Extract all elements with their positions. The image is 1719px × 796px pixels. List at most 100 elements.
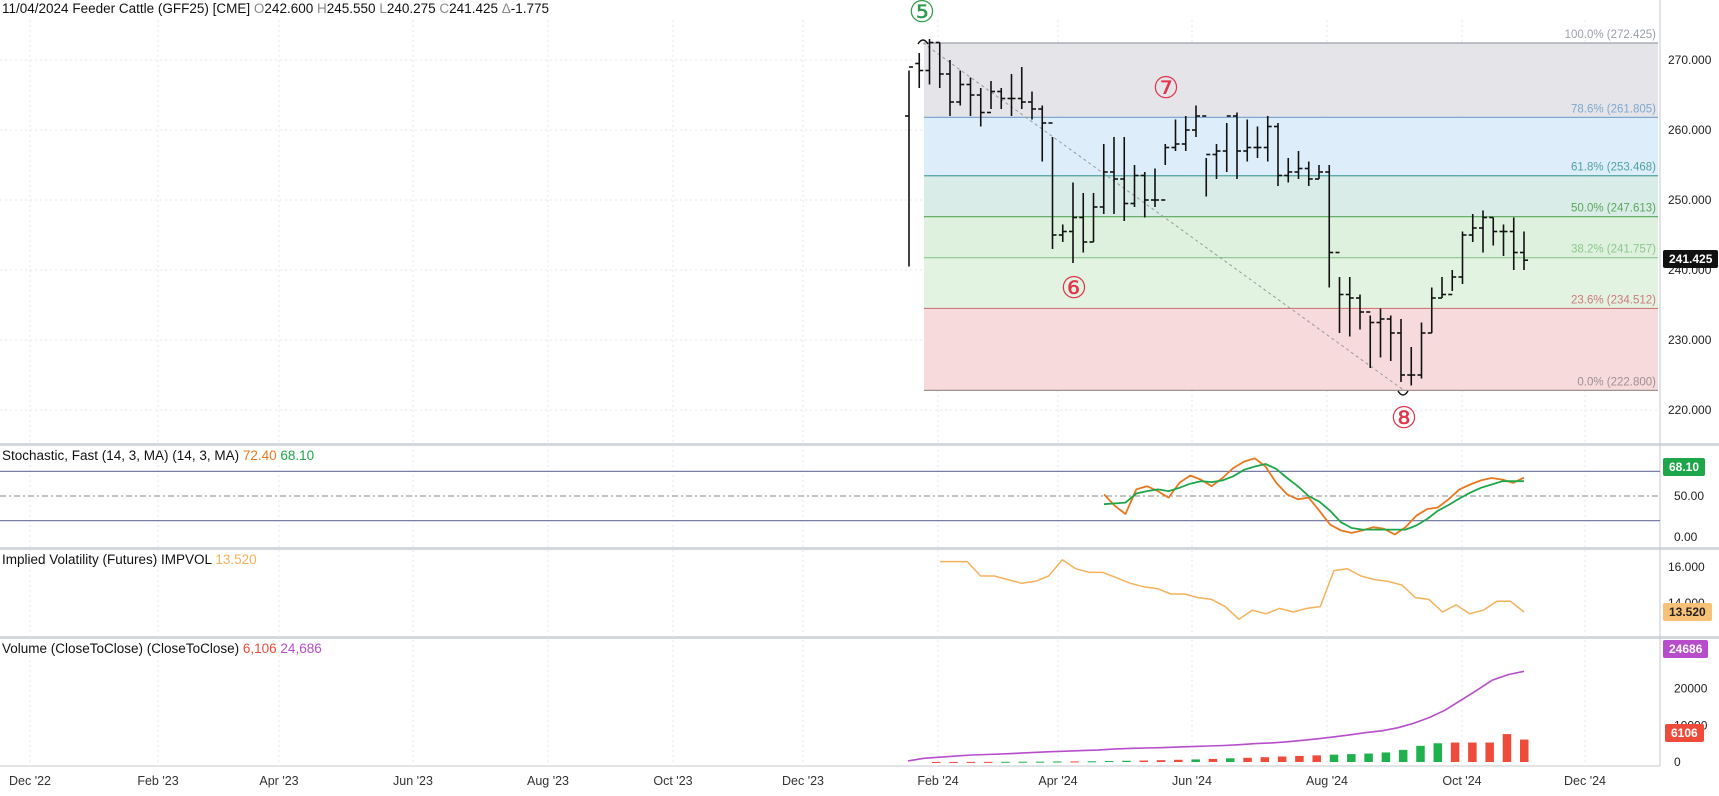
fib-level-label: 50.0% (247.613) [1571,203,1656,215]
x-axis-label: Apr '24 [1038,774,1077,788]
volume-bar [1468,742,1477,762]
volume-bar [932,761,941,763]
ohlc-bar [1438,277,1446,299]
x-axis-label: Apr '23 [259,774,298,788]
ohlc-bar [1468,214,1477,242]
volume-bar [1364,753,1373,762]
ohlc-bar [1089,193,1098,243]
ohlc-bar [1243,119,1252,162]
ohlc-bar [1509,217,1518,270]
x-axis-label: Feb '23 [137,774,178,788]
fib-level-label: 78.6% (261.805) [1571,103,1656,115]
ohlc-bar [1386,315,1395,361]
ohlc-bar [1028,91,1036,120]
ohlc-bar [905,66,913,267]
volume-bar [1139,760,1149,762]
fib-zone [924,43,1658,118]
ohlc-bar [1335,251,1344,333]
ohlc-bar [1007,74,1016,116]
high-value: 245.550 [326,1,376,16]
volume-bar [1277,756,1287,762]
low-key: L [379,1,387,16]
ohlc-bar [987,81,995,114]
stochastic-tick-label: 0.00 [1674,530,1698,544]
volume-bar [1053,761,1062,763]
x-axis-label: Dec '24 [1564,774,1606,788]
x-axis-label: Oct '24 [1442,774,1481,788]
volume-bar [1087,761,1097,763]
peak-marker [917,39,929,45]
panel-separator [0,547,1719,550]
volume-bar [1156,760,1166,762]
volume-bar [1295,755,1304,762]
ohlc-bar [1397,319,1405,382]
price-tick-label: 270.000 [1668,53,1712,67]
ohlc-bar [1192,105,1200,137]
header-date: 11/04/2024 [2,1,69,16]
fib-trend-line [922,42,1405,391]
ohlc-bar [1489,216,1498,246]
volume-bar [1122,760,1131,762]
ohlc-bar [1417,322,1426,379]
volume-bar [1450,742,1460,762]
stochastic-title: Stochastic, Fast (14, 3, MA) (14, 3, MA)… [2,448,314,463]
ohlc-bar [1315,165,1323,180]
volume-bar [1416,745,1425,762]
ohlc-bar [1499,224,1508,256]
ohlc-bar [1120,137,1129,221]
volume-title-text: Volume (CloseToClose) (CloseToClose) [2,641,240,656]
volume-bar [1018,761,1027,763]
fib-level-label: 0.0% (222.800) [1577,376,1656,388]
ohlc-bar [1263,116,1272,162]
price-tick-label: 220.000 [1668,403,1712,417]
ohlc-bar [1458,231,1467,284]
ohlc-bar [1140,172,1149,218]
fib-zone [924,175,1658,217]
volume-oi-value: 24,686 [280,641,322,656]
ohlc-bar [1274,123,1282,186]
stochastic-title-text: Stochastic, Fast (14, 3, MA) (14, 3, MA) [2,448,240,463]
ohlc-bar [1448,270,1457,296]
ohlc-bar [915,53,924,88]
x-axis-label: Dec '23 [782,774,824,788]
ohlc-bar [1130,165,1139,207]
x-axis-label: Feb '24 [917,774,958,788]
ohlc-bar [1427,287,1436,334]
price-tick-label: 250.000 [1668,193,1712,207]
volume-tick-label: 20000 [1674,682,1708,696]
ohlc-bar [1161,144,1170,201]
ohlc-bar [1069,182,1077,263]
ohlc-bar [1079,193,1088,253]
ohlc-bar [976,88,985,127]
ohlc-bar [1202,115,1211,197]
volume-bar [1329,754,1339,762]
ohlc-bar [1048,122,1057,249]
volume-bar [1260,757,1270,762]
volume-bar [1312,755,1321,762]
ohlc-bar [1151,168,1159,207]
x-axis-label: Jun '24 [1172,774,1212,788]
volume-bar [966,761,976,763]
ohlc-bar [1284,158,1293,183]
fib-level-label: 38.2% (241.757) [1571,244,1656,256]
volume-vol-value: 6,106 [242,641,277,656]
ohlc-bar [1294,151,1303,179]
wave-label: ⑥ [1061,272,1088,305]
fib-zone [924,308,1658,391]
panel-separator [0,443,1719,446]
stochastic-d-line [1103,463,1524,531]
wave-label: ⑦ [1153,72,1180,105]
ohlc-bar [1479,210,1487,253]
x-axis-label: Jun '23 [393,774,433,788]
stochastic-tick-label: 50.00 [1674,489,1704,503]
volume-bar [1347,754,1356,762]
wave-label: ⑤ [909,0,936,29]
x-axis-label: Aug '23 [527,774,569,788]
close-key: C [439,1,450,16]
ohlc-bar [1058,224,1067,242]
volume-bar [1520,739,1529,762]
ohlc-bar [925,39,934,85]
fib-level-label: 100.0% (272.425) [1565,29,1657,41]
